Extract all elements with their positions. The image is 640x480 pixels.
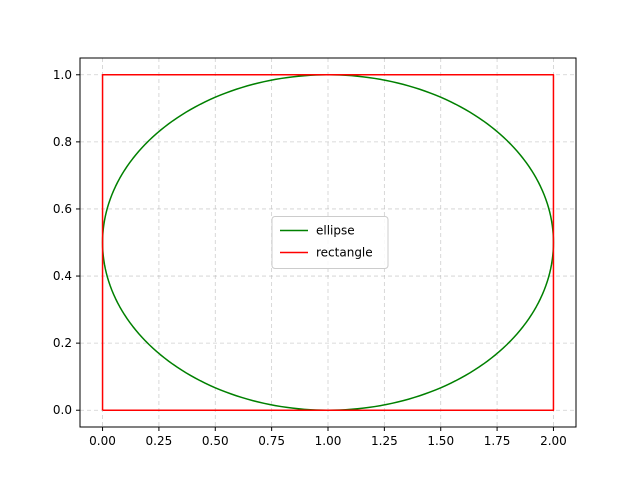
legend-box: [271, 216, 389, 269]
y-tick-label: 0.2: [53, 336, 72, 350]
y-tick-label: 0.4: [53, 269, 72, 283]
legend: ellipse rectangle: [271, 216, 389, 269]
series-line-rectangle: [101, 74, 555, 411]
x-tick-label: 0.00: [89, 434, 116, 448]
x-axis: 0.00 0.25 0.50 0.75 1.00 1.25 1.50 1.75 2.00: [89, 427, 567, 448]
x-tick-label: 0.75: [258, 434, 285, 448]
x-tick-label: 1.25: [371, 434, 398, 448]
x-tick-label: 0.50: [202, 434, 229, 448]
y-tick-label: 0.8: [53, 135, 72, 149]
y-tick-label: 0.0: [53, 403, 72, 417]
legend-label: rectangle: [316, 246, 373, 260]
x-tick-label: 1.75: [484, 434, 511, 448]
legend-label: ellipse: [316, 224, 355, 238]
y-tick-label: 1.0: [53, 68, 72, 82]
y-tick-label: 0.6: [53, 202, 72, 216]
series-layer: [101, 74, 555, 411]
x-tick-label: 0.25: [146, 434, 173, 448]
x-tick-label: 1.50: [427, 434, 454, 448]
x-tick-label: 2.00: [540, 434, 567, 448]
x-tick-label: 1.00: [315, 434, 342, 448]
y-axis: 0.0 0.2 0.4 0.6 0.8 1.0: [53, 68, 80, 417]
